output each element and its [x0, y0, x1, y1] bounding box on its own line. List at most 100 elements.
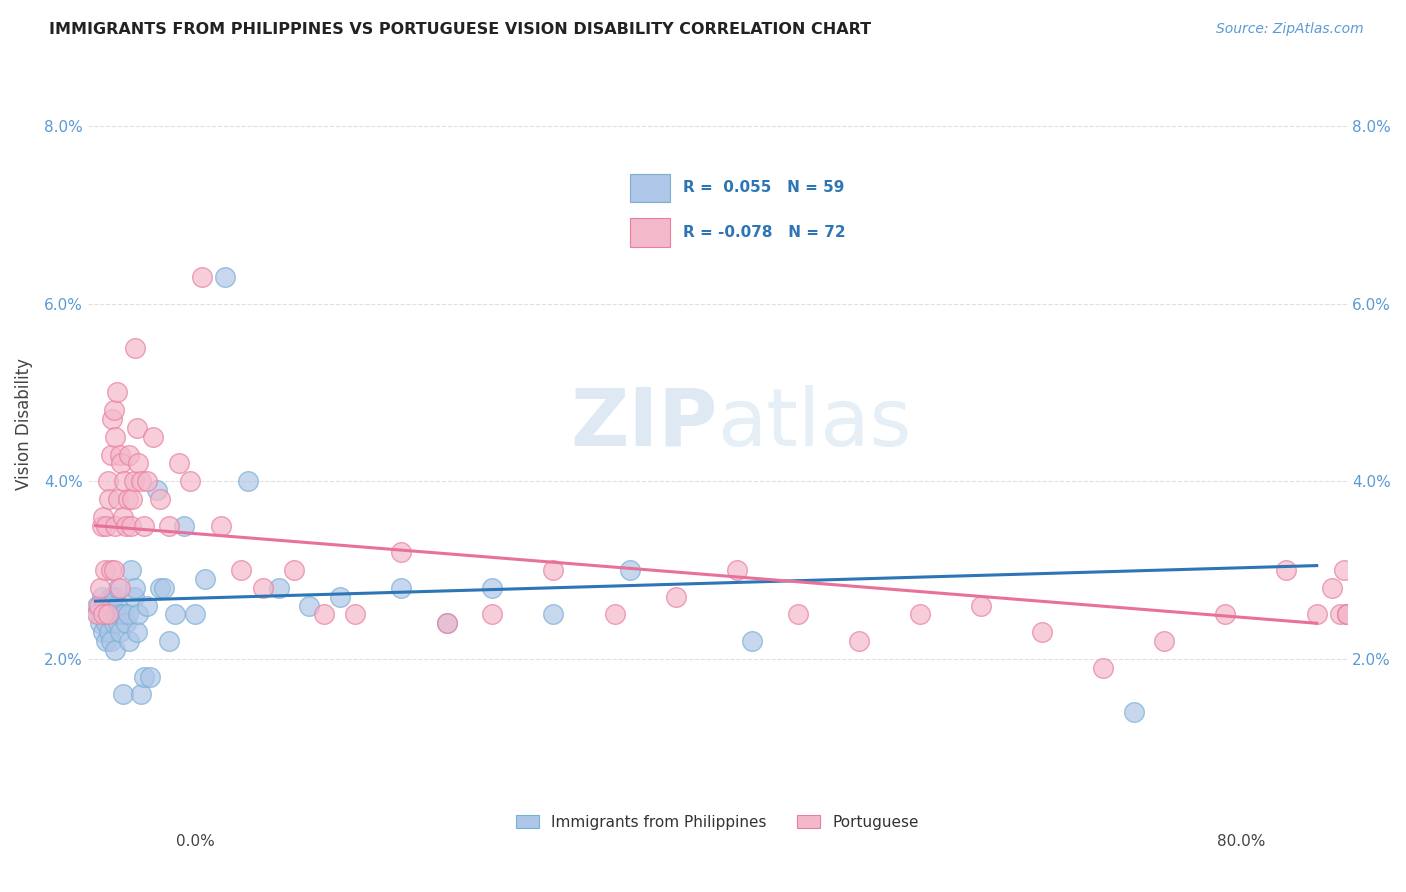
Text: 0.0%: 0.0% [176, 834, 215, 849]
Point [110, 607, 132, 622]
Point [124, 581, 146, 595]
Point [93, 563, 115, 577]
Point [908, 607, 931, 622]
Point [136, 599, 159, 613]
Point [120, 563, 142, 577]
Point [97, 607, 120, 622]
Point [1213, 607, 1236, 622]
Point [389, 581, 412, 595]
Point [191, 270, 214, 285]
Text: R = -0.078   N = 72: R = -0.078 N = 72 [683, 225, 845, 240]
Point [91, 607, 114, 622]
Legend: Immigrants from Philippines, Portuguese: Immigrants from Philippines, Portuguese [510, 809, 925, 836]
Point [436, 616, 458, 631]
Point [87, 599, 110, 613]
Point [134, 669, 156, 683]
Point [117, 491, 139, 506]
Point [436, 616, 458, 631]
Point [136, 475, 159, 489]
Point [96, 634, 118, 648]
Point [169, 457, 191, 471]
Text: IMMIGRANTS FROM PHILIPPINES VS PORTUGUESE VISION DISABILITY CORRELATION CHART: IMMIGRANTS FROM PHILIPPINES VS PORTUGUES… [49, 22, 872, 37]
Bar [630, 174, 669, 202]
Point [105, 385, 128, 400]
Point [103, 563, 125, 577]
Point [283, 563, 305, 577]
Point [173, 518, 195, 533]
Point [157, 518, 180, 533]
Point [127, 607, 149, 622]
Point [91, 599, 114, 613]
Point [1092, 661, 1115, 675]
Point [91, 509, 114, 524]
Point [543, 607, 565, 622]
Point [101, 607, 124, 622]
Point [108, 581, 131, 595]
Point [1320, 581, 1343, 595]
Point [127, 457, 149, 471]
Point [117, 607, 139, 622]
Point [97, 599, 120, 613]
Point [98, 491, 121, 506]
Text: ZIP: ZIP [571, 384, 717, 463]
Point [149, 581, 172, 595]
Point [104, 643, 127, 657]
Point [134, 518, 156, 533]
Point [90, 590, 112, 604]
Point [139, 669, 162, 683]
Point [214, 270, 236, 285]
Point [314, 607, 336, 622]
Point [104, 430, 127, 444]
Point [93, 607, 115, 622]
Point [619, 563, 641, 577]
Text: R =  0.055   N = 59: R = 0.055 N = 59 [683, 180, 844, 195]
Point [481, 607, 503, 622]
Point [252, 581, 274, 595]
Point [786, 607, 808, 622]
Point [129, 475, 152, 489]
Point [107, 491, 129, 506]
Point [103, 616, 125, 631]
Point [209, 518, 232, 533]
Point [163, 607, 186, 622]
Point [115, 616, 138, 631]
Point [1306, 607, 1329, 622]
Text: atlas: atlas [717, 384, 912, 463]
Point [103, 590, 125, 604]
Text: Source: ZipAtlas.com: Source: ZipAtlas.com [1216, 22, 1364, 37]
Point [100, 634, 122, 648]
Point [298, 599, 321, 613]
Point [236, 475, 259, 489]
Point [96, 518, 118, 533]
Point [90, 518, 112, 533]
Point [145, 483, 167, 497]
Point [103, 403, 125, 417]
Point [1336, 607, 1358, 622]
Point [1333, 563, 1355, 577]
Point [543, 563, 565, 577]
Point [389, 545, 412, 559]
Point [114, 607, 136, 622]
Point [848, 634, 870, 648]
Point [104, 518, 127, 533]
Point [111, 509, 134, 524]
Point [96, 616, 118, 631]
Point [111, 687, 134, 701]
Point [1336, 607, 1358, 622]
Point [229, 563, 252, 577]
Point [87, 607, 110, 622]
Point [118, 634, 141, 648]
Point [101, 599, 124, 613]
Point [104, 607, 127, 622]
Point [664, 590, 686, 604]
Point [122, 475, 145, 489]
Point [142, 430, 165, 444]
Point [89, 616, 111, 631]
Point [194, 572, 217, 586]
Point [1275, 563, 1298, 577]
Point [105, 599, 128, 613]
Point [149, 491, 172, 506]
Point [179, 475, 201, 489]
Point [120, 518, 142, 533]
Point [121, 491, 143, 506]
